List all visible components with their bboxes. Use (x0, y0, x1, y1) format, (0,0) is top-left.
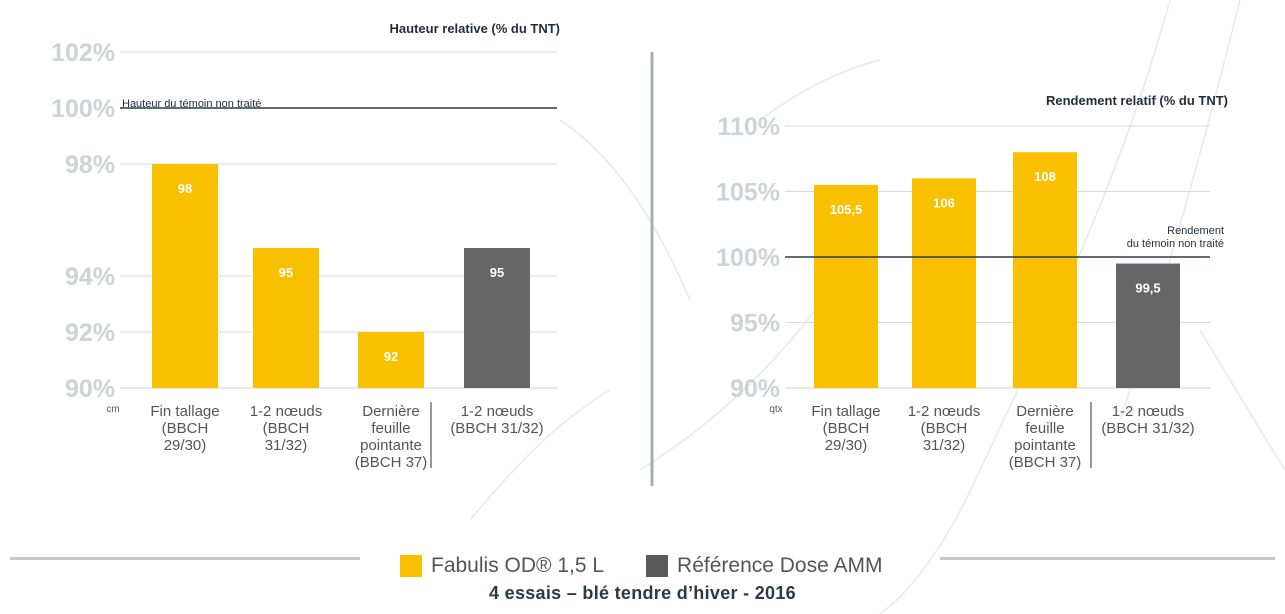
y-tick-label: 105% (716, 179, 780, 207)
footer-rule-left (10, 557, 360, 560)
legend: Fabulis OD® 1,5 L Référence Dose AMM (400, 553, 924, 579)
bar (912, 178, 976, 388)
x-tick-label: 29/30) (164, 437, 207, 454)
legend-swatch-reference (646, 555, 669, 577)
y-tick-label: 90% (730, 375, 780, 403)
x-tick-label: (BBCH (823, 420, 870, 437)
bar-value-label: 95 (279, 265, 293, 280)
hauteur-chart: 90% 92% 94% 98% 100% 102% Hauteur relative (% … (51, 21, 560, 471)
y-tick-label: 102% (51, 39, 115, 67)
x-tick-label: (BBCH (921, 420, 968, 437)
footer-title: 4 essais – blé tendre d’hiver - 2016 (489, 583, 796, 603)
legend-label-fabulis: Fabulis OD® 1,5 L (431, 554, 605, 577)
bar (814, 184, 878, 388)
legend-swatch-fabulis (400, 555, 422, 577)
x-tick-label: Dernière (1016, 403, 1074, 420)
bar (253, 248, 319, 388)
x-tick-label: Fin tallage (811, 403, 880, 420)
y-tick-label: 94% (65, 263, 115, 291)
bar-value-label: 105,5 (830, 202, 863, 217)
x-tick-label: feuille (1025, 420, 1064, 437)
legend-item-reference: Référence Dose AMM (646, 554, 882, 578)
x-tick-label: (BBCH (162, 420, 209, 437)
unit-label: cm (106, 404, 119, 415)
x-tick-label: pointante (1014, 437, 1076, 454)
bar-value-label: 92 (384, 349, 398, 364)
unit-label: qtx (769, 404, 782, 415)
bar (358, 332, 424, 388)
y-tick-label: 98% (65, 151, 115, 179)
y-tick-label: 100% (51, 95, 115, 123)
reference-label: Rendement (1167, 225, 1224, 237)
x-tick-label: 31/32) (265, 437, 308, 454)
y-tick-label: 100% (716, 244, 780, 272)
reference-label: du témoin non traité (1127, 238, 1224, 250)
x-tick-label: 1-2 nœuds (250, 403, 323, 420)
x-tick-label: (BBCH (263, 420, 310, 437)
x-tick-label: feuille (371, 420, 410, 437)
x-tick-label: Fin tallage (150, 403, 219, 420)
bar-value-label: 99,5 (1135, 281, 1160, 296)
y-tick-label: 90% (65, 375, 115, 403)
bar-value-label: 95 (490, 265, 504, 280)
x-tick-label: (BBCH 37) (355, 454, 428, 471)
x-tick-label: (BBCH 31/32) (450, 420, 543, 437)
y-tick-label: 110% (717, 113, 780, 141)
legend-item-fabulis: Fabulis OD® 1,5 L (400, 554, 604, 578)
bar (1013, 152, 1077, 388)
x-tick-label: 1-2 nœuds (1112, 403, 1185, 420)
x-tick-label: 29/30) (825, 437, 868, 454)
footer-rule-right (940, 557, 1275, 560)
bar-value-label: 98 (178, 181, 192, 196)
rendement-chart: 90% 95% 100% 105% 110% Rendement relatif (% d… (716, 93, 1228, 471)
x-tick-label: (BBCH 37) (1009, 454, 1082, 471)
y-tick-label: 95% (730, 310, 780, 338)
x-tick-label: Dernière (362, 403, 420, 420)
bar (1116, 263, 1180, 388)
x-tick-label: 1-2 nœuds (908, 403, 981, 420)
reference-label: Hauteur du témoin non traité (122, 98, 261, 110)
chart-title: Hauteur relative (% du TNT) (390, 21, 560, 36)
x-tick-label: 31/32) (923, 437, 966, 454)
legend-label-reference: Référence Dose AMM (677, 554, 883, 577)
y-tick-label: 92% (65, 319, 115, 347)
wheat-watermark (469, 0, 1285, 614)
bar (464, 248, 530, 388)
bar-value-label: 108 (1034, 169, 1056, 184)
x-tick-label: pointante (360, 437, 422, 454)
bar (152, 164, 218, 388)
x-tick-label: 1-2 nœuds (461, 403, 534, 420)
x-tick-label: (BBCH 31/32) (1101, 420, 1194, 437)
chart-title: Rendement relatif (% du TNT) (1046, 93, 1228, 108)
bar-value-label: 106 (933, 195, 955, 210)
